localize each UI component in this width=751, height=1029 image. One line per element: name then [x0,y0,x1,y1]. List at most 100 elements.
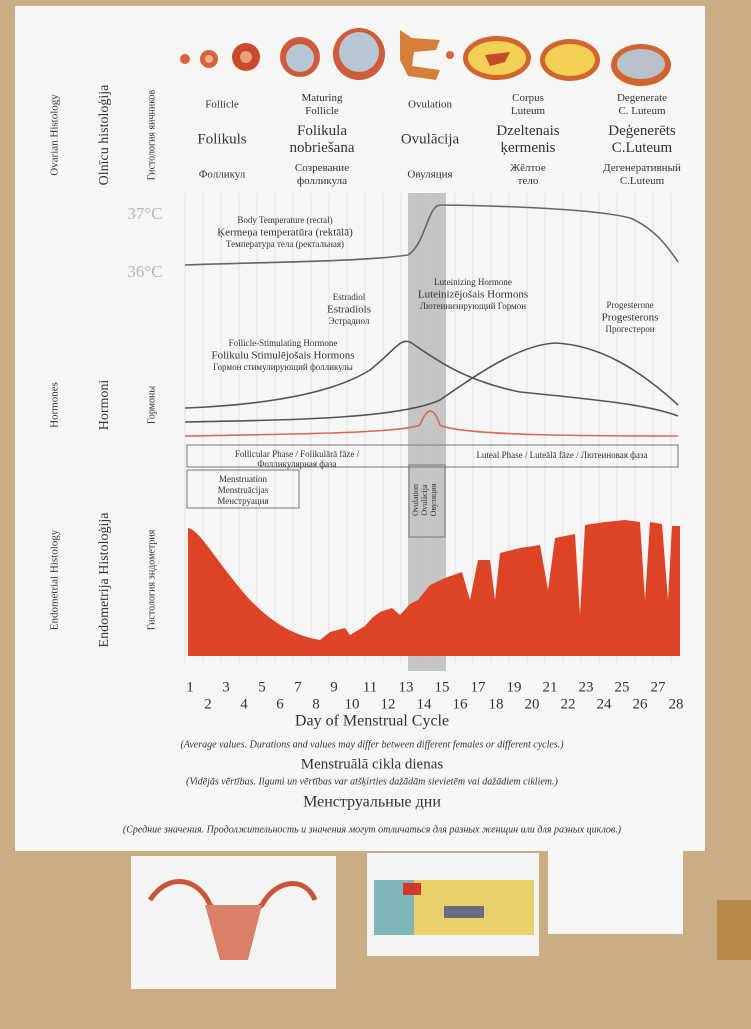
side-label: Гормоны [146,386,157,424]
day-label: 11 [363,679,377,695]
follicular-label: Фолликулярная фаза [257,459,336,469]
day-label: 2 [204,696,212,712]
day-label: 17 [471,679,487,695]
stage-label: Созревание [295,162,349,174]
temp-label: Ķermeņa temperatūra (rektālā) [217,227,353,239]
lh-label: Luteinizējošais Hormons [418,289,528,301]
stage-label: Folikuls [197,131,246,147]
side-label: Endometrija Histoloģija [96,512,112,648]
curves [184,204,679,437]
footer-text: (Средние значения. Продолжительность и з… [123,824,622,835]
estradiol-label: Estradiols [327,304,371,316]
ovulation-label: Ovulation [411,484,420,516]
stage-label: Жёлтое [510,162,546,174]
stage-label: Follicle [305,105,339,117]
side-label: Ovarian Histology [49,94,61,176]
follicular-label: Follicular Phase / Folikulārā fāze / [235,449,360,459]
day-label: 5 [258,679,266,695]
side-label: Olnīcu histoloģija [96,84,112,186]
day-label: 25 [615,679,630,695]
day-label: 14 [417,696,433,712]
stage-label: Deģenerēts [608,123,676,139]
stage-label: Ovulācija [401,131,460,147]
menstruation-label: Menstruācijas [218,485,269,495]
stage-label: ķermenis [501,140,556,156]
lower-papers [131,836,751,989]
day-label: 9 [330,679,338,695]
day-label: 27 [651,679,667,695]
day-label: 7 [294,679,302,695]
stage-label: Luteum [511,105,546,117]
side-label: Hormones [49,382,61,428]
ovaries [180,28,671,86]
footer-text: (Average values. Durations and values ma… [180,739,564,750]
day-label: 10 [345,696,360,712]
temp-low: 36°C [127,262,162,281]
stage-label: Corpus [512,92,544,104]
stage-label: C. Luteum [618,105,665,117]
day-label: 3 [222,679,230,695]
side-label: Endometrial Histology [49,529,61,630]
day-label: 1 [186,679,194,695]
footer-text: Менструальные дни [303,794,441,811]
stage-label: Folikula [297,123,347,139]
day-label: 19 [507,679,522,695]
progesterone-label: Progesterone [607,300,654,310]
day-label: 21 [543,679,558,695]
day-label: 15 [435,679,450,695]
menstruation-label: Менструация [217,496,268,506]
progesterone-label: Progesterons [602,312,659,324]
fsh-label: Folikulu Stimulējošais Hormons [211,350,354,362]
side-label: Hormoni [97,380,112,431]
stage-label: фолликула [297,175,347,187]
day-label: 13 [399,679,414,695]
stage-label: nobriešana [290,140,355,156]
footer-text: Day of Menstrual Cycle [295,713,449,730]
day-label: 22 [561,696,576,712]
estradiol-label: Эстрадиол [329,316,370,326]
temp-label: Body Temperature (rectal) [237,215,332,225]
day-label: 12 [381,696,396,712]
footer-text: (Vidējās vērtības. Ilgumi un vērtības va… [186,776,558,787]
lh-label: Лютеинизирующий Гормон [420,301,526,311]
stage-label: C.Luteum [612,140,673,156]
stage-label: тело [518,175,539,187]
ovulation-label: Овуляция [429,483,438,516]
stage-label: Овуляция [407,169,452,181]
temp-high: 37°C [127,204,162,223]
side-label: Гистология эндометрия [146,529,157,630]
stage-label: C.Luteum [620,175,665,187]
stage-label: Фолликул [199,169,246,181]
phase-boxes [186,444,679,538]
day-label: 6 [276,696,284,712]
estradiol-label: Estradiol [333,292,366,302]
day-label: 28 [669,696,684,712]
day-label: 18 [489,696,504,712]
endometrium [188,520,680,656]
luteal-label: Luteal Phase / Luteālā fāze / Лютеиновая… [476,450,647,460]
stage-label: Ovulation [408,99,452,111]
day-label: 20 [525,696,540,712]
temp-label: Температура тела (ректальная) [226,239,344,249]
fsh-label: Follicle-Stimulating Hormone [229,338,338,348]
day-label: 24 [597,696,613,712]
progesterone-label: Прогестерон [605,324,654,334]
stage-label: Dzeltenais [496,123,559,139]
day-label: 23 [579,679,594,695]
day-label: 4 [240,696,248,712]
day-label: 16 [453,696,469,712]
menstruation-label: Menstruation [219,474,267,484]
footer-text: Menstruālā cikla dienas [301,756,444,772]
poster [15,6,705,851]
ovulation-label: Ovulācija [420,484,429,516]
fsh-label: Гормон стимулирующий фолликулы [213,362,353,372]
lh-label: Luteinizing Hormone [434,277,512,287]
side-label: Гистология яичников [146,89,157,180]
stage-label: Degenerate [617,92,667,104]
stage-label: Follicle [205,99,239,111]
stage-label: Дегенеративный [603,162,681,174]
day-label: 26 [633,696,649,712]
day-label: 8 [312,696,320,712]
